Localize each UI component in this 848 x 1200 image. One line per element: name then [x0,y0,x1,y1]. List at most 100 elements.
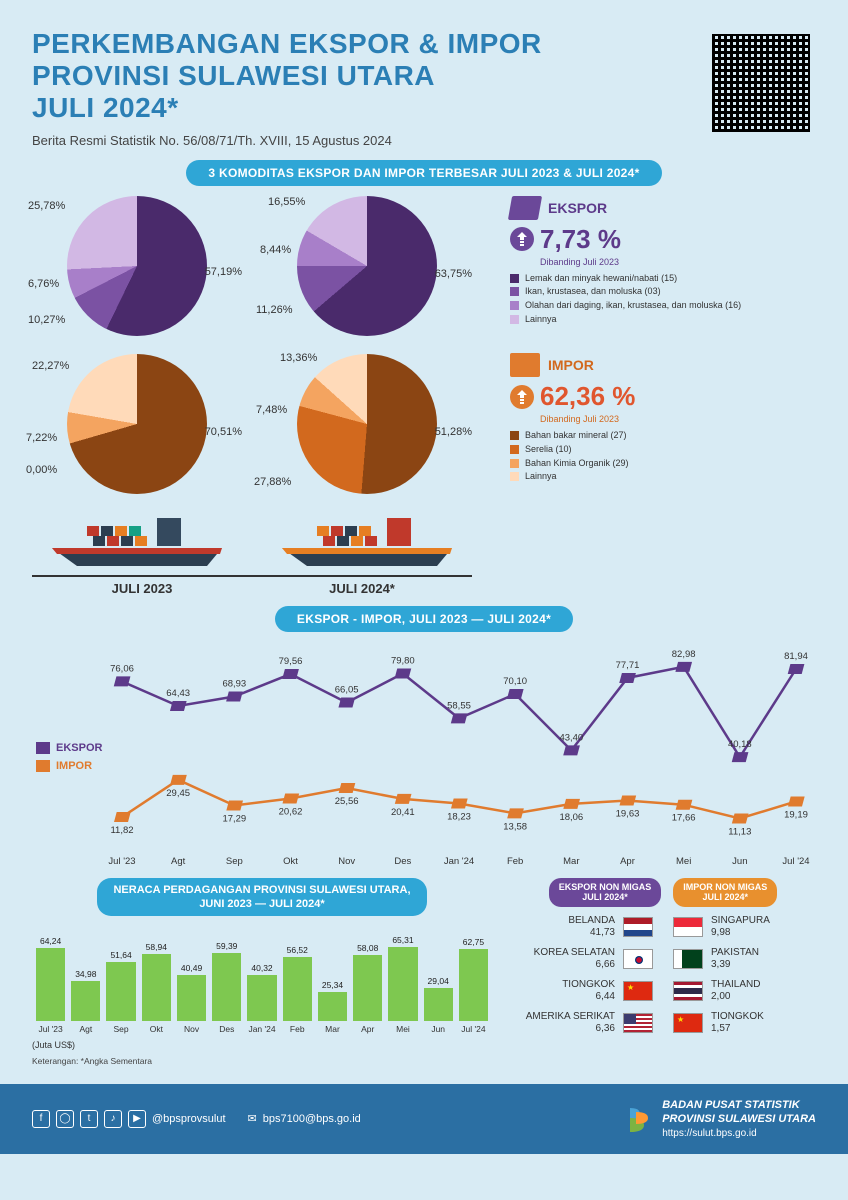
svg-text:Jun: Jun [732,856,747,867]
subtitle: Berita Resmi Statistik No. 56/08/71/Th. … [32,133,706,148]
bar-col: 56,52Feb [283,945,312,1035]
tiktok-icon: ♪ [104,1110,122,1128]
facebook-icon: f [32,1110,50,1128]
twitter-icon: t [80,1110,98,1128]
svg-text:25,56: 25,56 [335,796,359,807]
legend-item: Olahan dari daging, ikan, krustasea, dan… [510,300,816,312]
pie-impor-2024: 13,36% 7,48% 27,88% 51,28% [262,354,472,494]
ships-illustration [32,508,472,577]
country-row: TIONGKOK1,57 [673,1011,816,1035]
flag-icon [673,917,703,937]
legend-item: Bahan bakar mineral (27) [510,430,816,442]
ekspor-box-icon [508,196,542,220]
svg-text:13,58: 13,58 [503,821,527,832]
svg-text:77,71: 77,71 [616,660,640,671]
legend-item: Ikan, krustasea, dan moluska (03) [510,286,816,298]
svg-text:64,43: 64,43 [166,688,190,699]
impor-countries: SINGAPURA9,98 PAKISTAN3,39 THAILAND2,00 TIO… [673,915,816,1043]
youtube-icon: ▶ [128,1110,146,1128]
country-row: BELANDA41,73 [510,915,653,939]
bar-col: 59,39Des [212,941,241,1034]
svg-text:Mar: Mar [563,856,579,867]
footer: f ◯ t ♪ ▶ @bpsprovsulut ✉ bps7100@bps.go… [0,1084,848,1154]
line-chart: EKSPOR IMPOR 76,06 64,43 68,93 79,56 66,05 79… [32,642,816,872]
pie-ekspor-2024: 16,55% 8,44% 11,26% 63,75% [262,196,472,336]
svg-text:20,62: 20,62 [279,806,303,817]
svg-text:70,10: 70,10 [503,676,527,687]
svg-text:79,56: 79,56 [279,656,303,667]
flag-icon [673,949,703,969]
legend-item: Lainnya [510,471,816,483]
legend-item: Serelia (10) [510,444,816,456]
main-title: PERKEMBANGAN EKSPOR & IMPOR PROVINSI SUL… [32,28,706,125]
bps-logo-icon [622,1104,652,1134]
bar-unit: (Juta US$) [32,1040,492,1050]
svg-text:17,66: 17,66 [672,812,696,823]
bar-col: 58,08Apr [353,943,382,1034]
section3-banner: NERACA PERDAGANGAN PROVINSI SULAWESI UTA… [97,878,426,917]
svg-text:Des: Des [394,856,411,867]
svg-text:82,98: 82,98 [672,648,696,659]
legend-ekspor: EKSPOR [36,742,102,754]
legend-item: Lemak dan minyak hewani/nabati (15) [510,273,816,285]
ekspor-countries: BELANDA41,73KOREA SELATAN6,66TIONGKOK6,4… [510,915,653,1043]
up-arrow-icon [510,385,534,409]
flag-icon [623,917,653,937]
svg-text:Nov: Nov [338,856,355,867]
svg-text:19,19: 19,19 [784,809,808,820]
legend-item: Bahan Kimia Organik (29) [510,458,816,470]
country-row: THAILAND2,00 [673,979,816,1003]
section2-banner: EKSPOR - IMPOR, JULI 2023 — JULI 2024* [275,606,573,632]
svg-text:43,40: 43,40 [559,732,583,743]
svg-text:Agt: Agt [171,856,186,867]
svg-text:81,94: 81,94 [784,651,808,662]
footer-email: bps7100@bps.go.id [263,1113,361,1125]
legend-impor: IMPOR [36,760,102,772]
bar-col: 51,64Sep [106,950,135,1034]
svg-text:17,29: 17,29 [222,813,246,824]
svg-text:Sep: Sep [226,856,243,867]
flag-icon [623,981,653,1001]
year-labels: JULI 2023 JULI 2024* [32,577,472,596]
flag-icon [623,1013,653,1033]
bar-col: 64,24Jul '23 [36,936,65,1034]
svg-text:Okt: Okt [283,856,298,867]
svg-text:29,45: 29,45 [166,787,190,798]
ekspor-nonmigas-head: EKSPOR NON MIGASJULI 2024* [549,878,662,908]
bar-col: 34,98Agt [71,969,100,1034]
svg-text:20,41: 20,41 [391,806,415,817]
svg-text:66,05: 66,05 [335,684,359,695]
svg-text:11,13: 11,13 [728,826,751,837]
pie-impor-2023: 22,27% 7,22% 0,00% 70,51% [32,354,242,494]
svg-text:19,63: 19,63 [616,808,640,819]
bar-col: 29,04Jun [424,976,453,1034]
email-icon: ✉ [248,1112,257,1125]
country-row: KOREA SELATAN6,66 [510,947,653,971]
bar-col: 25,34Mar [318,980,347,1034]
section1-banner: 3 KOMODITAS EKSPOR DAN IMPOR TERBESAR JU… [186,160,661,186]
bar-footnote: Keterangan: *Angka Sementara [32,1056,492,1066]
svg-text:76,06: 76,06 [110,663,134,674]
bar-col: 62,75Jul '24 [459,937,488,1034]
bar-col: 40,32Jan '24 [247,963,276,1034]
qr-code [706,28,816,138]
bar-chart: 64,24Jul '2334,98Agt51,64Sep58,94Okt40,4… [32,924,492,1034]
svg-text:40,18: 40,18 [728,739,752,750]
impor-metric: IMPOR 62,36 % Dibanding Juli 2023 Bahan … [510,353,816,483]
bar-col: 40,49Nov [177,963,206,1034]
svg-text:68,93: 68,93 [222,678,246,689]
bar-col: 58,94Okt [142,942,171,1034]
instagram-icon: ◯ [56,1110,74,1128]
flag-icon [673,981,703,1001]
svg-text:Jan '24: Jan '24 [444,856,474,867]
svg-text:58,55: 58,55 [447,700,471,711]
flag-icon [673,1013,703,1033]
pie-ekspor-2023: 25,78% 6,76% 10,27% 57,19% [32,196,242,336]
svg-text:Mei: Mei [676,856,691,867]
country-row: PAKISTAN3,39 [673,947,816,971]
svg-text:79,80: 79,80 [391,655,415,666]
country-row: SINGAPURA9,98 [673,915,816,939]
impor-box-icon [510,353,540,377]
up-arrow-icon [510,227,534,251]
svg-text:11,82: 11,82 [110,825,133,836]
